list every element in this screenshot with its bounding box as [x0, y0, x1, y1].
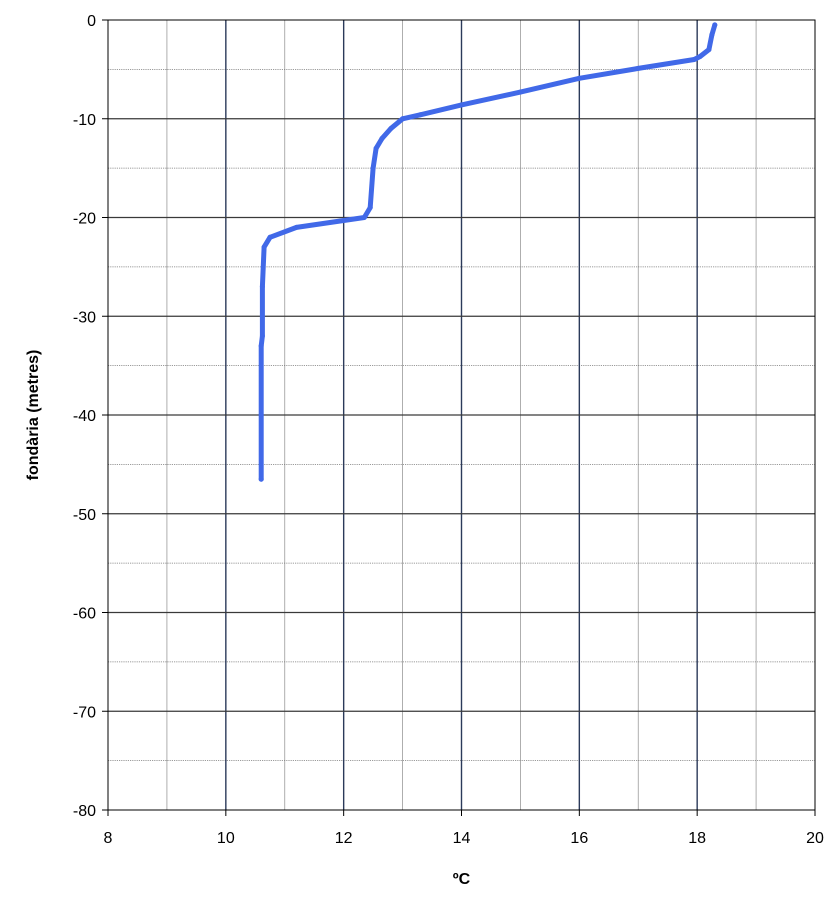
y-tick-label: -20 — [73, 211, 96, 228]
y-axis-title: fondària (metres) — [25, 350, 42, 481]
data-point — [459, 102, 464, 108]
data-point — [709, 32, 715, 38]
y-tick-label: 0 — [87, 13, 96, 30]
data-point — [258, 412, 264, 418]
data-point — [258, 476, 264, 482]
data-point — [691, 57, 697, 62]
x-tick-label: 12 — [335, 830, 353, 847]
y-tick-label: -50 — [73, 507, 96, 524]
y-tick-labels: 0 -10 -20 -30 -40 -50 -60 -70 -80 — [73, 13, 96, 820]
data-point — [400, 116, 406, 122]
data-point — [635, 65, 641, 71]
series-layer — [258, 22, 718, 482]
x-tick-label: 16 — [570, 830, 588, 847]
y-tick-label: -10 — [73, 112, 96, 129]
data-point — [388, 126, 394, 132]
data-point — [576, 75, 582, 81]
ticks — [102, 19, 816, 816]
data-point — [267, 234, 273, 240]
x-tick-label: 20 — [806, 830, 824, 847]
x-axis-title: ºC — [453, 871, 471, 888]
data-point — [367, 205, 373, 211]
y-tick-label: -30 — [73, 309, 96, 326]
data-point — [379, 136, 385, 141]
data-point — [259, 333, 265, 339]
data-point — [361, 215, 367, 220]
data-point — [697, 54, 703, 59]
y-tick-label: -80 — [73, 803, 96, 820]
data-point — [373, 145, 379, 151]
data-point — [712, 22, 718, 28]
data-point — [517, 89, 523, 95]
x-tick-label: 18 — [688, 830, 706, 847]
data-point — [706, 47, 712, 53]
data-point — [370, 165, 376, 171]
data-point — [258, 343, 264, 349]
x-tick-label: 14 — [453, 830, 471, 847]
x-tick-label: 8 — [104, 830, 113, 847]
y-tick-label: -60 — [73, 606, 96, 623]
y-tick-label: -70 — [73, 704, 96, 721]
data-point — [294, 224, 299, 230]
y-tick-label: -40 — [73, 408, 96, 425]
x-tick-labels: 8 10 12 14 16 18 20 — [104, 830, 824, 847]
x-tick-label: 10 — [217, 830, 235, 847]
data-point — [259, 284, 265, 290]
major-grid — [108, 20, 815, 810]
data-point — [417, 112, 423, 118]
data-point — [261, 244, 267, 250]
